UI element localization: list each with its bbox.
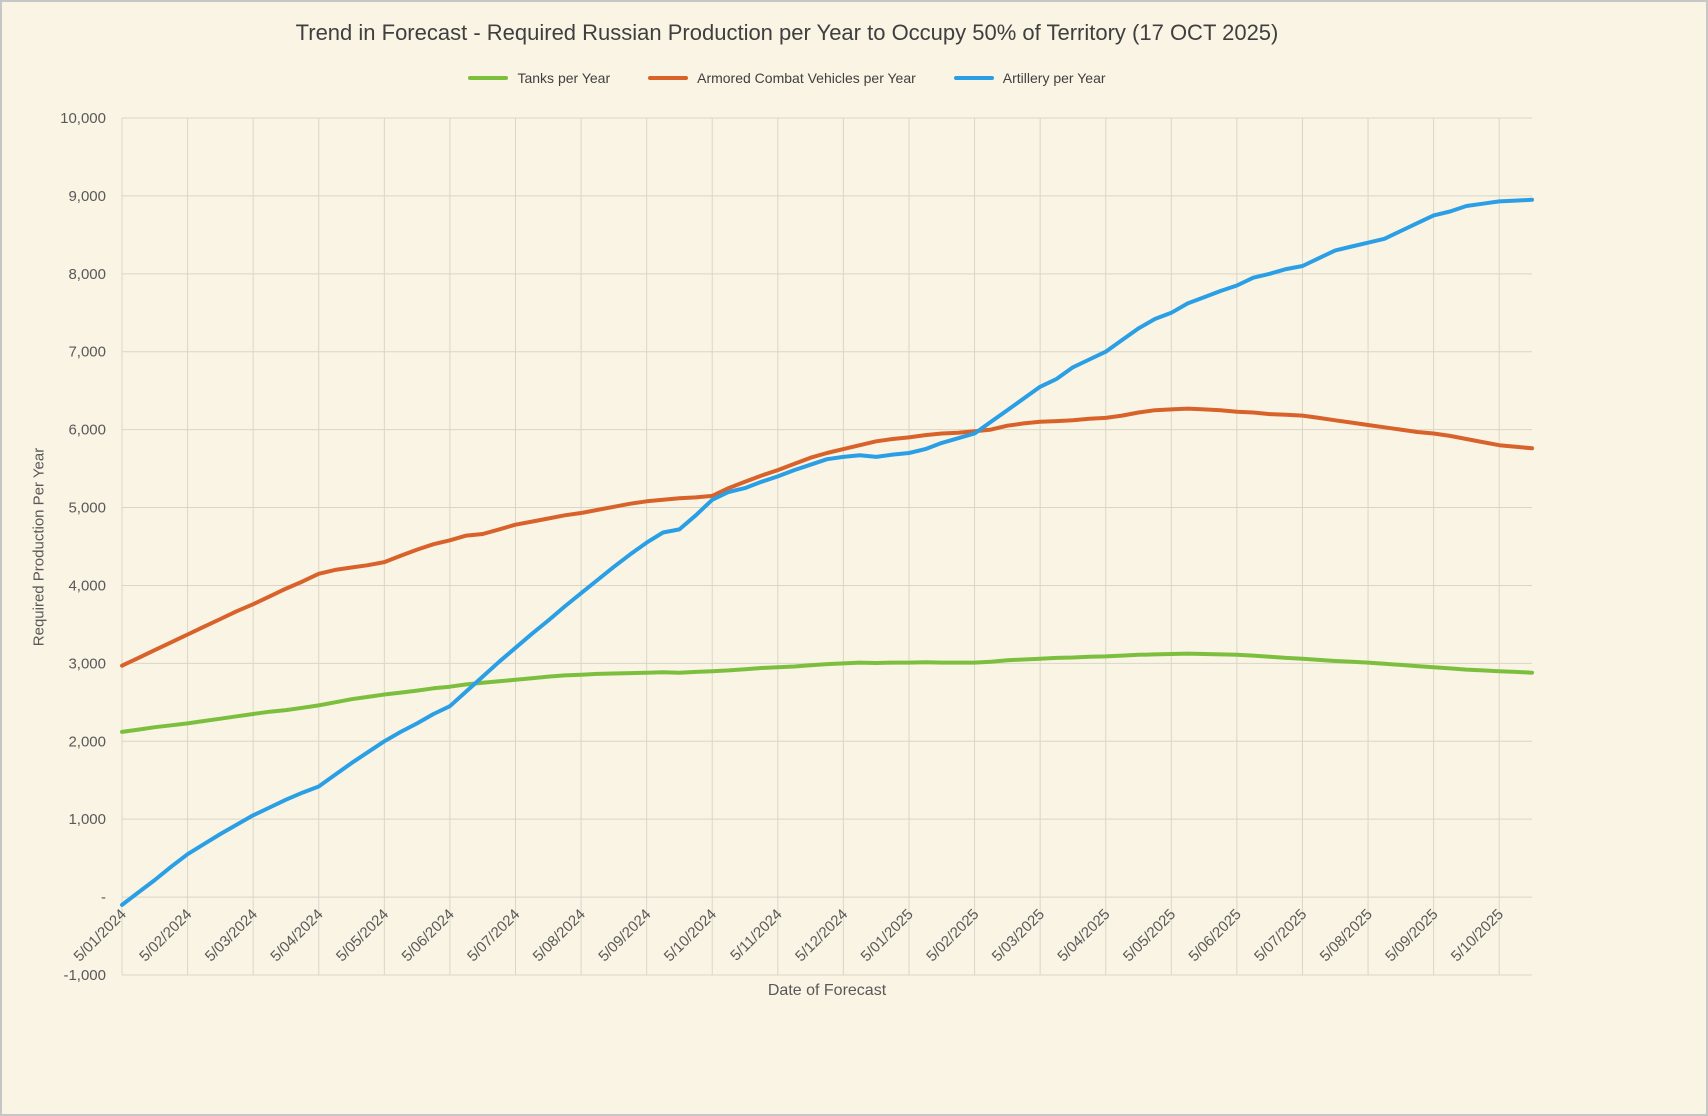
series-line-armored-combat-vehicles-per-year xyxy=(120,406,1534,668)
y-tick-label: 3,000 xyxy=(68,655,106,672)
y-tick-label: 7,000 xyxy=(68,344,106,361)
y-axis-title: Required Production Per Year xyxy=(30,447,48,647)
x-tick-label: 5/07/2024 xyxy=(464,906,523,965)
x-tick-label: 5/09/2025 xyxy=(1382,906,1441,965)
legend-label-artillery: Artillery per Year xyxy=(1002,70,1106,86)
legend-item-artillery: Artillery per Year xyxy=(953,70,1106,86)
x-tick-label: 5/01/2024 xyxy=(71,906,130,965)
x-tick-label: 5/02/2024 xyxy=(136,906,195,965)
gridlines xyxy=(121,117,1532,976)
series-line-artillery-per-year xyxy=(120,197,1534,907)
x-tick-label: 5/04/2025 xyxy=(1054,906,1113,965)
legend-label-acv: Armored Combat Vehicles per Year xyxy=(697,70,916,86)
legend-swatch-acv xyxy=(648,76,689,80)
chart-legend: Tanks per Year Armored Combat Vehicles p… xyxy=(2,70,1572,86)
y-tick-label: 2,000 xyxy=(68,733,106,750)
legend-label-tanks: Tanks per Year xyxy=(517,70,611,86)
x-tick-label: 5/08/2025 xyxy=(1317,906,1376,965)
x-tick-label: 5/09/2024 xyxy=(595,906,654,965)
y-tick-label: 5,000 xyxy=(68,500,106,517)
x-tick-label: 5/02/2025 xyxy=(923,906,982,965)
x-tick-label: 5/01/2025 xyxy=(858,906,917,965)
x-tick-label: 5/11/2024 xyxy=(727,906,785,964)
x-axis-labels: 5/01/2024 5/02/2024 5/03/2024 5/04/2024 5/05… xyxy=(71,906,1507,965)
x-tick-label: 5/07/2025 xyxy=(1251,906,1310,965)
legend-item-tanks: Tanks per Year xyxy=(468,70,610,86)
x-axis-title: Date of Forecast xyxy=(767,982,887,999)
x-tick-label: 5/03/2025 xyxy=(989,906,1048,965)
y-tick-label: 4,000 xyxy=(68,577,106,594)
x-tick-label: 5/03/2024 xyxy=(202,906,261,965)
x-tick-label: 5/10/2024 xyxy=(661,906,720,965)
legend-swatch-artillery xyxy=(953,76,994,80)
x-tick-label: 5/05/2024 xyxy=(333,906,392,965)
series-line-tanks-per-year xyxy=(120,651,1534,734)
y-tick-label: -1,000 xyxy=(63,967,106,984)
x-tick-label: 5/12/2024 xyxy=(792,906,851,965)
x-tick-label: 5/10/2025 xyxy=(1448,906,1507,965)
legend-item-acv: Armored Combat Vehicles per Year xyxy=(648,70,916,86)
x-tick-label: 5/05/2025 xyxy=(1120,906,1179,965)
legend-swatch-tanks xyxy=(468,76,509,80)
x-tick-label: 5/06/2024 xyxy=(399,906,458,965)
y-tick-label: 8,000 xyxy=(68,266,106,283)
y-tick-label: 10,000 xyxy=(60,110,106,127)
y-tick-label: 9,000 xyxy=(68,188,106,205)
y-tick-label: 1,000 xyxy=(68,811,106,828)
y-axis-labels: -1,000-1,0002,0003,0004,0005,0006,0007,0… xyxy=(60,110,106,984)
y-tick-label: - xyxy=(101,889,106,906)
x-tick-label: 5/08/2024 xyxy=(530,906,589,965)
chart-title: Trend in Forecast - Required Russian Pro… xyxy=(295,20,1279,45)
y-tick-label: 6,000 xyxy=(68,422,106,439)
x-tick-label: 5/04/2024 xyxy=(267,906,326,965)
x-tick-label: 5/06/2025 xyxy=(1186,906,1245,965)
